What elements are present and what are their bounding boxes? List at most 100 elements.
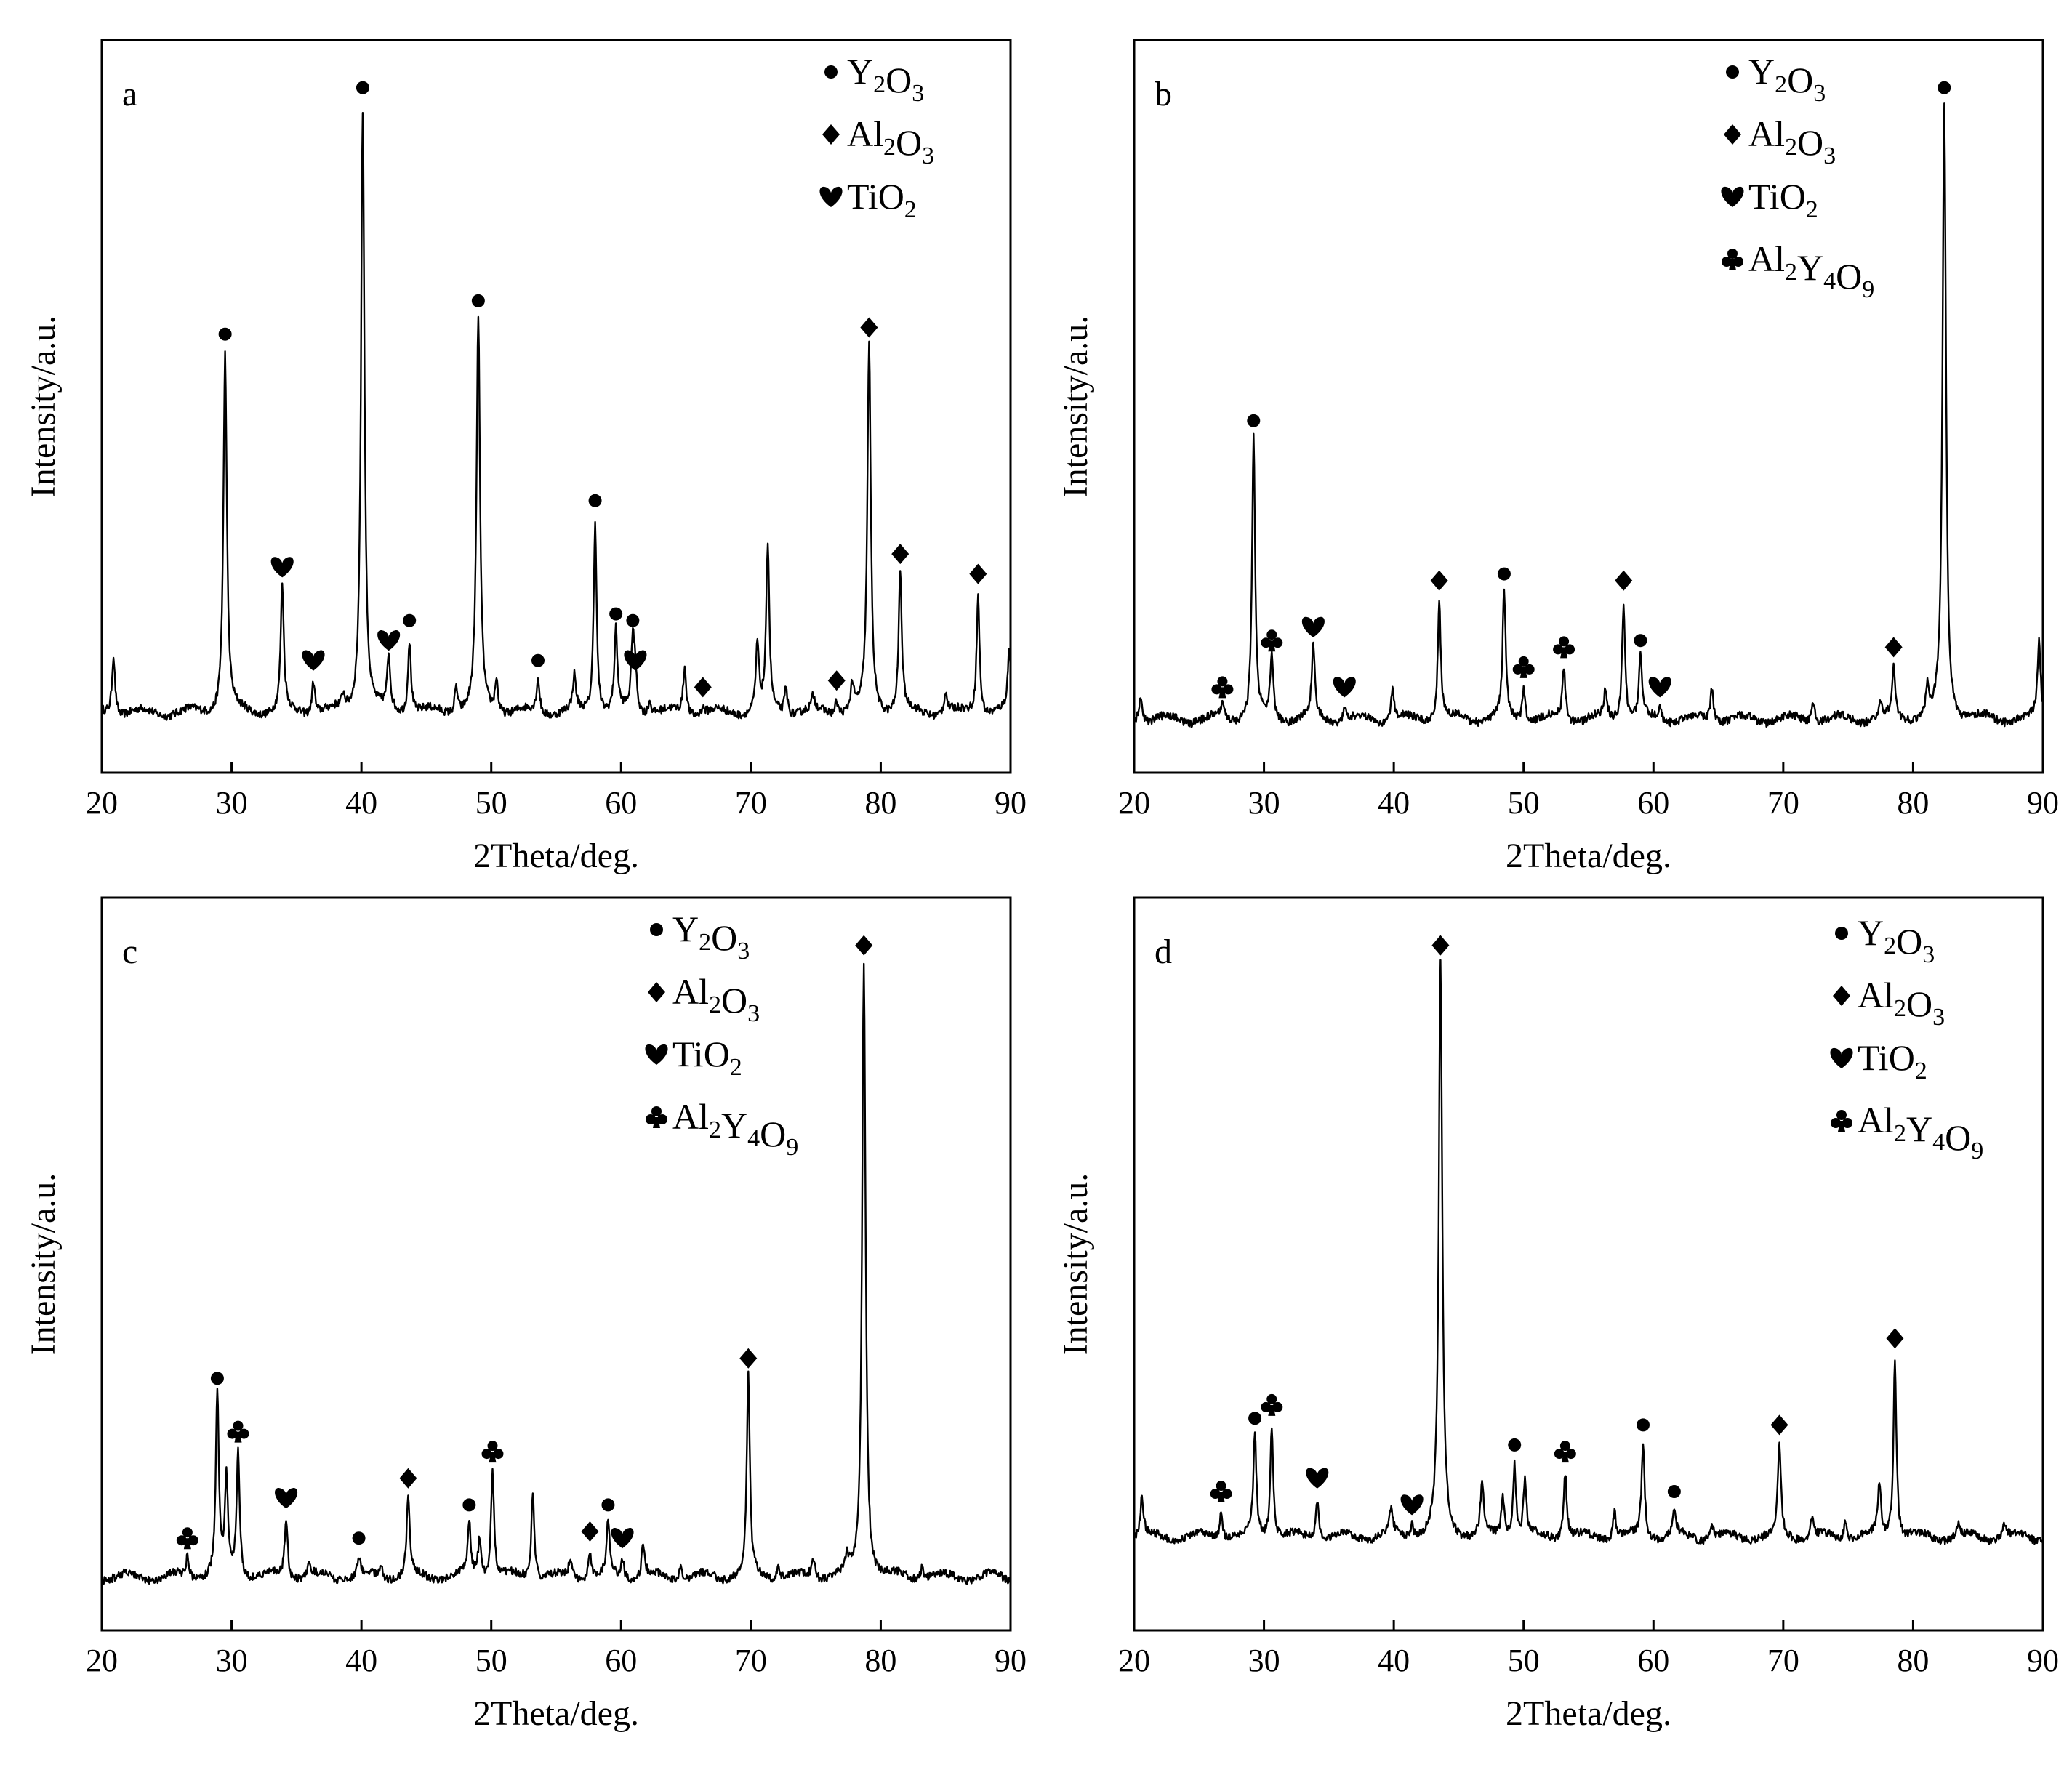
peak-marker-y2o3 (1667, 1485, 1681, 1499)
x-tick-label: 60 (1637, 1643, 1669, 1678)
x-axis-label: 2Theta/deg. (473, 837, 639, 875)
peak-marker-y2o3 (626, 613, 640, 627)
legend-marker-tio2 (645, 1044, 668, 1065)
peak-marker-al2y4o9 (481, 1441, 504, 1463)
y-axis-label: Intensity/a.u. (1056, 1173, 1095, 1356)
peak-marker-al2o3 (1615, 570, 1633, 591)
peak-marker-y2o3 (1508, 1438, 1522, 1452)
peak-marker-y2o3 (462, 1498, 476, 1512)
x-tick-label: 20 (86, 1643, 118, 1678)
x-tick-label: 50 (475, 785, 507, 821)
legend-marker-al2o3 (1724, 124, 1741, 145)
legend-marker-y2o3 (824, 65, 838, 79)
x-tick-label: 70 (1767, 1643, 1799, 1678)
legend-label-tio2: TiO2 (847, 176, 917, 223)
peak-marker-y2o3 (601, 1498, 615, 1512)
legend-marker-al2y4o9 (1831, 1110, 1852, 1132)
x-tick-label: 80 (1897, 1643, 1929, 1678)
peak-marker-tio2 (1306, 1468, 1329, 1489)
peak-marker-y2o3 (1938, 81, 1951, 94)
x-tick-label: 90 (2027, 1643, 2059, 1678)
peak-marker-y2o3 (1634, 634, 1647, 648)
panel-c: 20 30 40 50 60 70 80 90 2Theta/deg. Intensity/a.u… (24, 896, 1027, 1733)
peak-marker-al2o3 (399, 1468, 417, 1489)
peak-marker-al2y4o9 (1211, 676, 1234, 699)
legend-marker-al2y4o9 (1722, 249, 1743, 270)
legend-marker-al2o3 (822, 124, 840, 145)
panel-letter: b (1155, 75, 1172, 113)
x-tick-label: 80 (864, 785, 896, 821)
x-tick-label: 30 (1248, 785, 1280, 821)
peak-marker-al2o3 (969, 563, 987, 584)
x-tick-label: 40 (345, 785, 377, 821)
legend-label-y2o3: Y2O3 (1748, 51, 1826, 107)
peak-marker-tio2 (1648, 677, 1671, 698)
legend-label-al2o3: Al2O3 (672, 971, 760, 1027)
peak-marker-al2y4o9 (1553, 636, 1575, 659)
x-tick-label: 80 (1897, 785, 1929, 821)
peak-marker-al2o3 (1886, 1328, 1904, 1349)
peak-marker-tio2 (611, 1528, 634, 1549)
peak-marker-al2y4o9 (1554, 1441, 1576, 1463)
x-tick-label: 50 (475, 1643, 507, 1678)
peak-marker-y2o3 (609, 607, 623, 621)
peak-marker-tio2 (1400, 1494, 1424, 1516)
plot-frame (100, 896, 1012, 1632)
legend-marker-tio2 (1830, 1047, 1853, 1068)
legend-label-y2o3: Y2O3 (847, 51, 924, 107)
peak-marker-al2o3 (739, 1348, 758, 1369)
peak-marker-al2o3 (891, 544, 909, 565)
peak-marker-al2y4o9 (1210, 1481, 1232, 1503)
y-axis-label: Intensity/a.u. (24, 315, 63, 498)
panel-letter: d (1155, 933, 1172, 971)
x-axis-label: 2Theta/deg. (473, 1694, 639, 1733)
peak-marker-y2o3 (531, 653, 545, 667)
legend-marker-y2o3 (1835, 927, 1848, 940)
legend-label-tio2: TiO2 (672, 1034, 742, 1081)
x-tick-label: 60 (605, 785, 637, 821)
peak-marker-tio2 (624, 650, 647, 671)
legend-marker-al2o3 (1833, 986, 1850, 1006)
y-axis-label: Intensity/a.u. (24, 1173, 63, 1356)
diffraction-trace (100, 112, 1012, 721)
peak-marker-al2o3 (1430, 570, 1448, 591)
peak-marker-tio2 (1301, 616, 1325, 637)
legend-label-al2y4o9: Al2Y4O9 (1748, 238, 1874, 303)
peak-marker-y2o3 (1248, 1412, 1262, 1425)
peak-marker-al2o3 (581, 1521, 599, 1542)
peak-marker-al2y4o9 (227, 1420, 249, 1443)
peak-marker-tio2 (302, 650, 325, 671)
x-tick-label: 60 (605, 1643, 637, 1678)
legend-marker-al2o3 (648, 982, 665, 1002)
x-tick-label: 60 (1637, 785, 1669, 821)
x-tick-label: 20 (1118, 1643, 1150, 1678)
legend-label-al2o3: Al2O3 (1858, 975, 1945, 1031)
peak-marker-y2o3 (1637, 1418, 1650, 1432)
peak-marker-y2o3 (352, 1531, 366, 1545)
x-tick-label: 70 (1767, 785, 1799, 821)
legend-label-y2o3: Y2O3 (1858, 912, 1935, 968)
peak-marker-al2y4o9 (1512, 656, 1535, 678)
peak-marker-y2o3 (471, 294, 485, 307)
x-axis-label: 2Theta/deg. (1506, 837, 1671, 875)
x-tick-label: 80 (864, 1643, 896, 1678)
peak-marker-al2y4o9 (1261, 1393, 1283, 1416)
peak-marker-al2o3 (1431, 935, 1450, 956)
x-tick-label: 70 (735, 1643, 767, 1678)
x-tick-label: 90 (995, 785, 1027, 821)
diffraction-trace (1133, 959, 2044, 1545)
peak-marker-al2o3 (855, 935, 873, 956)
x-tick-label: 20 (1118, 785, 1150, 821)
x-tick-label: 30 (216, 1643, 248, 1678)
peak-marker-tio2 (270, 557, 294, 578)
x-tick-label: 30 (1248, 1643, 1280, 1678)
x-tick-label: 50 (1508, 785, 1540, 821)
legend-marker-y2o3 (650, 923, 663, 936)
peak-marker-y2o3 (1497, 567, 1511, 581)
legend-label-tio2: TiO2 (1858, 1037, 1927, 1084)
x-tick-label: 30 (216, 785, 248, 821)
plot-frame (100, 39, 1012, 774)
panel-letter: a (122, 75, 137, 113)
peak-marker-y2o3 (356, 81, 369, 94)
